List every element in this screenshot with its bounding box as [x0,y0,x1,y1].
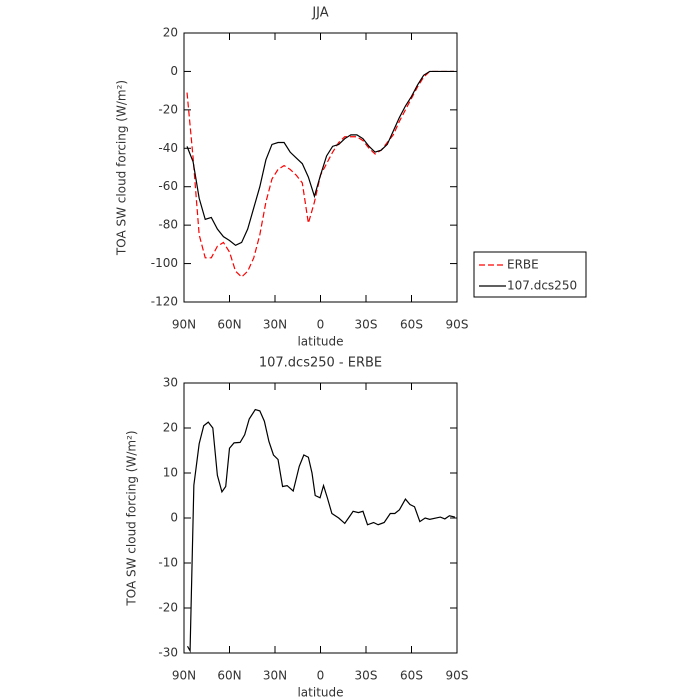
x-tick-label: 60N [217,669,241,683]
legend-box [473,251,587,298]
y-tick-label: -40 [158,141,178,155]
y-tick-label: -80 [158,218,178,232]
series-line [186,70,454,247]
x-tick-label: 30S [355,318,378,332]
y-tick-label: 30 [163,376,178,390]
x-tick-label: 0 [317,318,325,332]
y-tick-label: 0 [170,64,178,78]
x-tick-label: 30N [263,669,287,683]
x-tick-label: 90S [446,669,469,683]
y-tick-label: -20 [158,102,178,116]
x-tick-label: 90S [446,318,469,332]
y-tick-label: -10 [158,556,178,570]
x-tick-label: 0 [317,669,325,683]
plot-frame [183,382,458,654]
y-tick-label: -30 [158,646,178,660]
x-tick-label: 60S [400,669,423,683]
y-tick-label: -100 [151,256,178,270]
x-tick-label: 30S [355,669,378,683]
x-tick-label: 90N [172,669,196,683]
y-tick-label: 0 [170,511,178,525]
x-axis-label: latitude [297,686,343,700]
series-line [186,408,456,653]
y-tick-label: -120 [151,295,178,309]
y-axis-label: TOA SW cloud forcing (W/m²) [125,430,139,606]
y-axis-label: TOA SW cloud forcing (W/m²) [115,80,129,256]
y-tick-label: -60 [158,179,178,193]
x-tick-label: 90N [172,318,196,332]
chart-title: 107.dcs250 - ERBE [259,356,382,371]
legend-label: ERBE [507,258,539,272]
y-tick-label: 10 [163,466,178,480]
x-tick-label: 60S [400,318,423,332]
x-axis-label: latitude [297,335,343,349]
y-tick-label: -20 [158,601,178,615]
y-tick-label: 20 [163,421,178,435]
x-tick-label: 60N [217,318,241,332]
y-tick-label: 20 [163,26,178,40]
x-tick-label: 30N [263,318,287,332]
legend-label: 107.dcs250 [507,279,577,293]
plot-frame [183,32,458,303]
chart-title: JJA [311,6,328,21]
